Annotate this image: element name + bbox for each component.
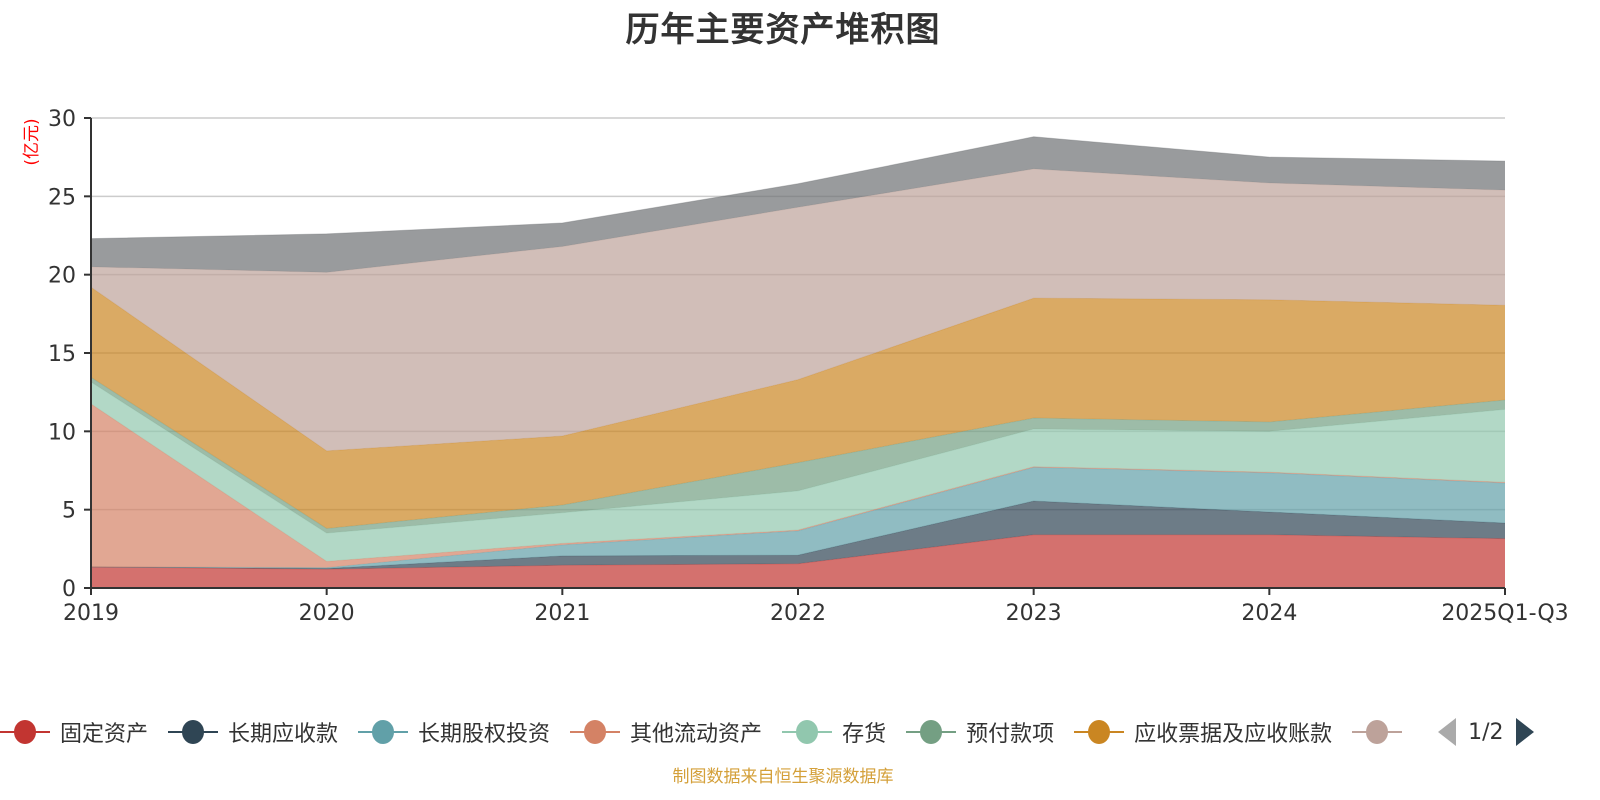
area-series-6: [91, 287, 1505, 529]
legend-pager: 1/2: [1438, 718, 1534, 746]
area-series-0: [91, 534, 1505, 588]
stacked-area-chart: 0 5 10 15 20 25 30 2019 2020 2021 2022 2023 2024 2025…: [22, 107, 1569, 626]
legend-label: 固定资产: [60, 722, 149, 747]
y-tick-label: 10: [48, 420, 76, 445]
legend-item[interactable]: 固定资产: [0, 716, 148, 748]
legend-label: 应收票据及应收账款: [1134, 722, 1333, 747]
legend-label: 存货: [842, 722, 887, 747]
legend-item[interactable]: 预付款项: [906, 716, 1054, 748]
x-tick-label: 2023: [1006, 601, 1062, 626]
chart-title: 历年主要资产堆积图: [625, 10, 941, 50]
legend-marker-icon: [906, 719, 957, 745]
legend-label: 长期股权投资: [418, 722, 551, 747]
legend-marker-icon: [782, 719, 833, 745]
legend-marker-icon: [0, 719, 50, 745]
legend-item[interactable]: 存货: [782, 716, 886, 748]
legend-item[interactable]: 长期应收款: [168, 716, 338, 748]
legend-next-page-icon[interactable]: [1515, 718, 1534, 746]
area-series-1: [91, 501, 1505, 570]
legend-marker-icon: [168, 719, 219, 745]
series-8: [90, 136, 1506, 273]
legend-marker-icon: [1074, 719, 1125, 745]
legend-item[interactable]: 应收票据及应收账款: [1074, 716, 1332, 748]
y-tick-label: 15: [48, 342, 76, 367]
legend-marker-icon: [358, 719, 409, 745]
legend-marker-icon: [570, 719, 621, 745]
area-series: [90, 136, 1506, 588]
y-tick-label: 30: [48, 107, 76, 132]
area-series-3: [91, 403, 1505, 568]
area-series-7: [91, 168, 1505, 451]
axes: 0 5 10 15 20 25 30 2019 2020 2021 2022 2023 2024 2025…: [48, 107, 1569, 626]
legend-item[interactable]: 其他流动资产: [570, 716, 762, 748]
legend-label: 长期应收款: [228, 722, 339, 747]
legend-page-indicator: 1/2: [1468, 719, 1504, 745]
y-axis-unit-label: (亿元): [22, 118, 42, 165]
area-series-8: [91, 136, 1505, 273]
x-tick-label: 2022: [770, 601, 826, 626]
y-tick-label: 0: [62, 577, 76, 602]
area-series-4: [91, 381, 1505, 562]
x-tick-label: 2020: [299, 601, 355, 626]
legend-prev-page-icon[interactable]: [1438, 718, 1457, 746]
legend-item[interactable]: 长期股权投资: [358, 716, 550, 748]
x-tick-label: 2025Q1-Q3: [1441, 601, 1568, 626]
area-series-2: [91, 467, 1505, 569]
x-tick-label: 2021: [534, 601, 590, 626]
y-tick-label: 5: [62, 499, 76, 524]
legend-label: 其他流动资产: [630, 722, 763, 747]
x-tick-label: 2019: [63, 601, 119, 626]
legend: 固定资产 长期应收款 长期股权投资 其他流动资产 存货 预付款项 应收票据及应收账款 1/2: [0, 712, 1600, 752]
legend-label: 预付款项: [966, 722, 1055, 747]
data-source-note: 制图数据来自恒生聚源数据库: [672, 767, 894, 787]
line-series-8: [90, 136, 1506, 240]
y-tick-label: 25: [48, 185, 76, 210]
y-tick-label: 20: [48, 264, 76, 289]
x-tick-label: 2024: [1241, 601, 1297, 626]
legend-marker-icon: [1352, 719, 1403, 745]
legend-item[interactable]: [1352, 719, 1412, 745]
